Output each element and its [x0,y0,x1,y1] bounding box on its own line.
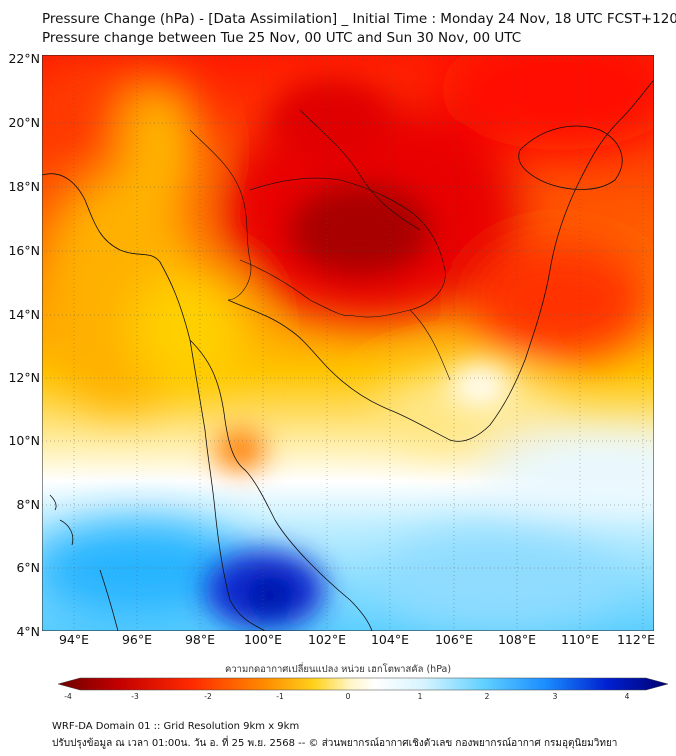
lon-label: 100°E [243,632,282,647]
lon-label: 112°E [616,632,655,647]
lat-label: 12°N [8,370,40,385]
lat-label: 8°N [16,497,40,512]
colorbar-tick: 0 [345,692,351,701]
lon-label: 108°E [497,632,536,647]
lat-label: 10°N [8,433,40,448]
colorbar-tick: 2 [484,692,490,701]
lon-label: 110°E [560,632,599,647]
lat-label: 6°N [16,560,40,575]
lon-label: 102°E [307,632,346,647]
lat-label: 14°N [8,307,40,322]
lat-label: 20°N [8,115,40,130]
colorbar-tick: -3 [131,692,139,701]
colorbar-tick: 1 [417,692,423,701]
lon-label: 96°E [121,632,153,647]
colorbar-tick: 4 [624,692,630,701]
lon-label: 104°E [370,632,409,647]
lon-label: 98°E [184,632,216,647]
colorbar-tick: -1 [276,692,284,701]
lon-label: 94°E [58,632,90,647]
lat-label: 18°N [8,179,40,194]
grid [42,55,654,631]
colorbar [57,677,669,691]
lat-label: 16°N [8,243,40,258]
colorbar-tick: 3 [552,692,558,701]
coastlines [42,79,654,631]
colorbar-tick: -4 [64,692,72,701]
lat-label: 22°N [8,51,40,66]
lat-label: 4°N [16,624,40,639]
footer-domain-info: WRF-DA Domain 01 :: Grid Resolution 9km … [52,721,300,732]
country-borders [189,109,451,381]
footer-credit: ปรับปรุงข้อมูล ณ เวลา 01:00น. วัน อ. ที่… [52,738,618,749]
colorbar-tick: -2 [204,692,212,701]
lon-label: 106°E [434,632,473,647]
colorbar-title: ความกดอากาศเปลี่ยนแปลง หน่วย เฮกโตพาสคัล… [224,664,452,675]
chart-title: Pressure Change (hPa) - [Data Assimilati… [42,11,676,27]
chart-subtitle: Pressure change between Tue 25 Nov, 00 U… [42,30,522,46]
pressure-field [42,55,654,631]
